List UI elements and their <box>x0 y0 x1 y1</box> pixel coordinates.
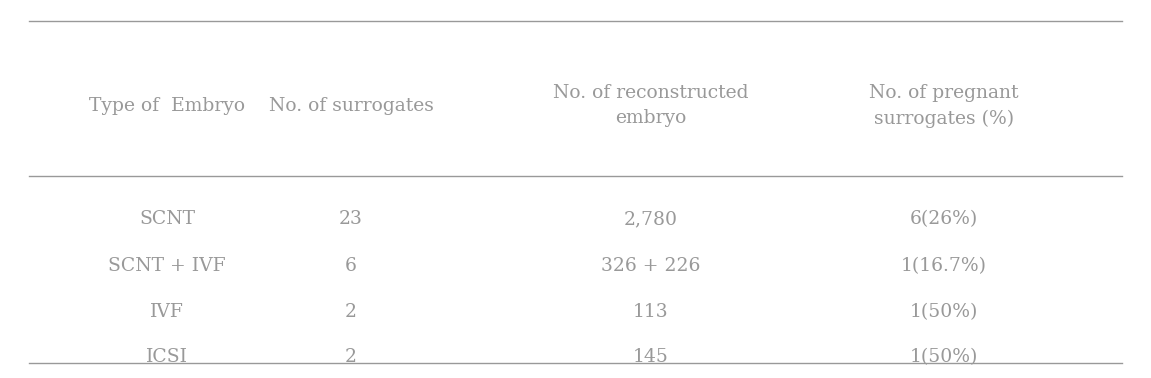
Text: 2: 2 <box>345 348 357 366</box>
Text: 2: 2 <box>345 303 357 321</box>
Text: 23: 23 <box>340 210 363 228</box>
Text: 6(26%): 6(26%) <box>909 210 978 228</box>
Text: 1(50%): 1(50%) <box>909 303 978 321</box>
Text: SCNT + IVF: SCNT + IVF <box>108 257 226 276</box>
Text: No. of reconstructed
embryο: No. of reconstructed embryο <box>552 84 748 127</box>
Text: 6: 6 <box>345 257 357 276</box>
Text: 326 + 226: 326 + 226 <box>601 257 700 276</box>
Text: 1(50%): 1(50%) <box>909 348 978 366</box>
Text: 113: 113 <box>633 303 668 321</box>
Text: SCNT: SCNT <box>139 210 195 228</box>
Text: ICSI: ICSI <box>146 348 188 366</box>
Text: Type of  Embryo: Type of Embryo <box>89 97 245 115</box>
Text: 145: 145 <box>632 348 669 366</box>
Text: IVF: IVF <box>150 303 184 321</box>
Text: No. of surrogates: No. of surrogates <box>268 97 434 115</box>
Text: 1(16.7%): 1(16.7%) <box>901 257 986 276</box>
Text: No. of pregnant
surrogates (%): No. of pregnant surrogates (%) <box>869 84 1019 127</box>
Text: 2,780: 2,780 <box>624 210 677 228</box>
